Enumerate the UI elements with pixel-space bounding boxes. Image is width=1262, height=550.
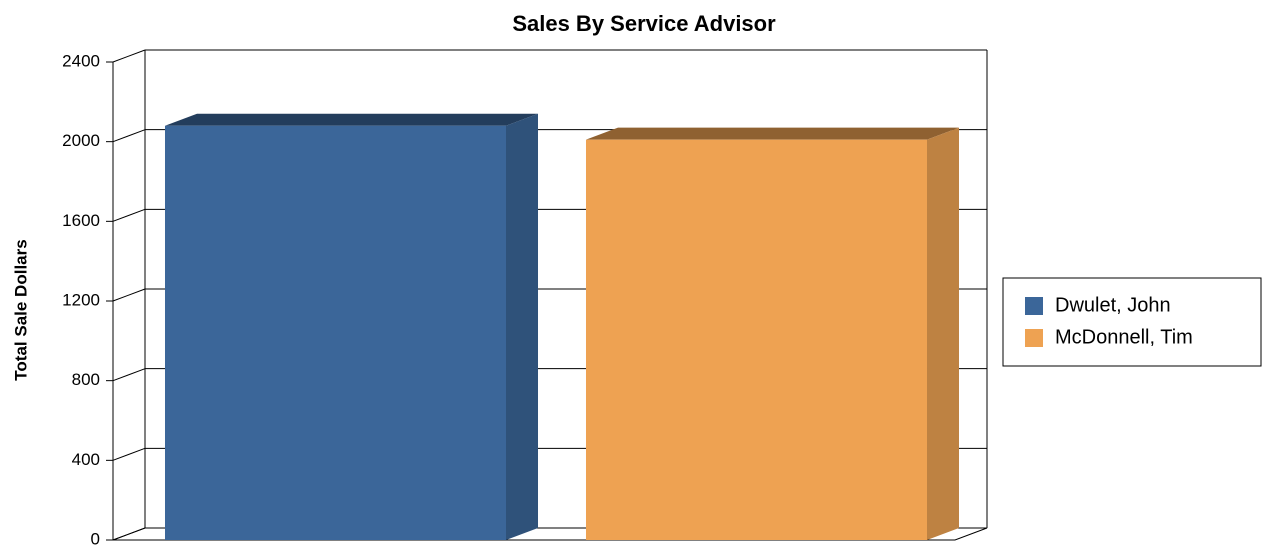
chart-title: Sales By Service Advisor bbox=[512, 11, 776, 36]
y-tick-label: 400 bbox=[72, 450, 100, 469]
grid-line bbox=[112, 129, 146, 143]
y-tick-label: 1600 bbox=[62, 211, 100, 230]
grid-line bbox=[112, 447, 146, 461]
bar-side bbox=[927, 127, 960, 541]
y-tick-label: 2000 bbox=[62, 131, 100, 150]
y-axis-label: Total Sale Dollars bbox=[11, 239, 30, 380]
grid-line bbox=[112, 208, 146, 222]
legend-box bbox=[1002, 277, 1262, 367]
grid-line bbox=[112, 49, 146, 63]
legend-label: Dwulet, John bbox=[1055, 294, 1171, 316]
grid-line bbox=[112, 288, 146, 302]
legend-swatch bbox=[1025, 297, 1043, 315]
bar-top bbox=[164, 113, 539, 126]
grid-line bbox=[112, 527, 146, 541]
legend-swatch bbox=[1025, 329, 1043, 347]
y-tick-label: 2400 bbox=[62, 51, 100, 70]
bar bbox=[164, 125, 507, 540]
grid-line bbox=[112, 368, 146, 382]
bar-top bbox=[585, 127, 960, 140]
y-tick-label: 0 bbox=[91, 529, 100, 548]
bar-side bbox=[506, 113, 539, 540]
bar bbox=[585, 139, 928, 541]
legend-label: McDonnell, Tim bbox=[1055, 326, 1193, 348]
y-tick-label: 800 bbox=[72, 370, 100, 389]
y-tick-label: 1200 bbox=[62, 290, 100, 309]
